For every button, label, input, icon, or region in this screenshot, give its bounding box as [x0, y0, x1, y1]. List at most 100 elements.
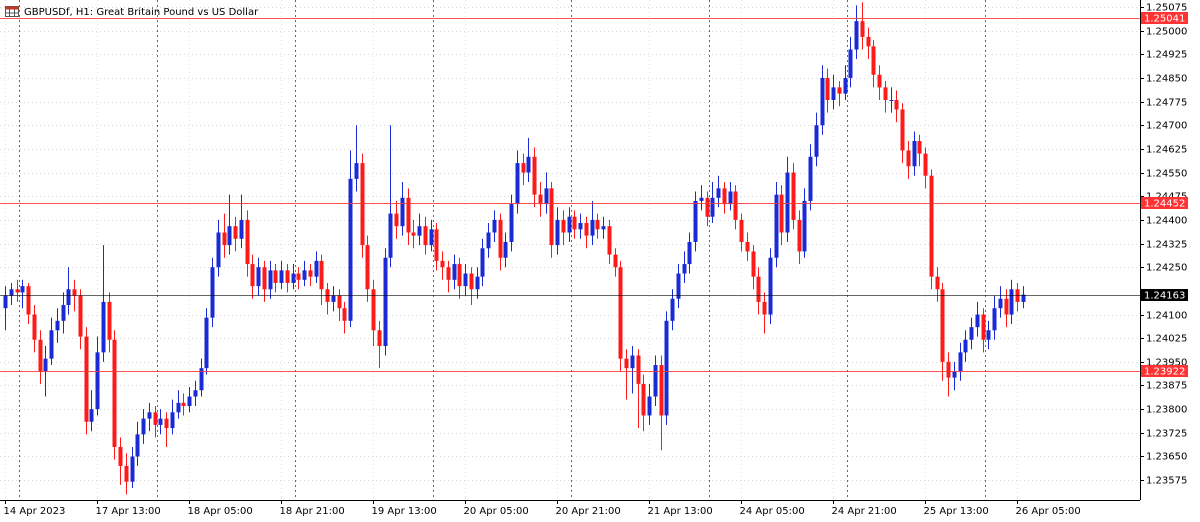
candle-body: [670, 298, 675, 321]
candle-body: [969, 327, 974, 340]
candle-body: [814, 125, 819, 157]
candle-body: [365, 245, 370, 290]
candle-body: [940, 289, 945, 362]
candle-body: [871, 46, 876, 75]
candle-body: [72, 289, 77, 296]
candle-body: [440, 260, 445, 268]
candle-body: [653, 364, 658, 397]
x-tick-label: 25 Apr 13:00: [924, 506, 989, 517]
candle-body: [883, 87, 888, 100]
candle-body: [958, 352, 963, 372]
candle-body: [630, 355, 635, 369]
candle-body: [279, 270, 284, 283]
candle-body: [245, 219, 250, 265]
candle-body: [624, 358, 629, 369]
candle-body: [756, 276, 761, 302]
candle-body: [590, 219, 595, 236]
y-tick-label: 1.24250: [1146, 263, 1187, 274]
level-label-box: [1141, 365, 1188, 377]
candle-body: [210, 267, 215, 318]
candle-body: [843, 77, 848, 94]
candle-body: [429, 229, 434, 246]
candle-body: [607, 226, 612, 255]
candle-body: [227, 226, 232, 246]
candle-body: [262, 267, 267, 290]
x-tick-label: 17 Apr 13:00: [96, 506, 161, 517]
candle-body: [647, 396, 652, 416]
candle-body: [636, 355, 641, 384]
y-tick-label: 1.25000: [1146, 27, 1187, 38]
candle-body: [492, 219, 497, 233]
candle-body: [480, 248, 485, 277]
candle-body: [825, 77, 830, 100]
candle-body: [820, 77, 825, 126]
candle-body: [3, 295, 8, 309]
candle-body: [273, 270, 278, 283]
candle-body: [894, 100, 899, 110]
candle-body: [561, 219, 566, 233]
candle-body: [503, 241, 508, 258]
candle-body: [848, 49, 853, 78]
candle-body: [762, 301, 767, 315]
candle-body: [549, 188, 554, 246]
candle-body: [992, 308, 997, 331]
candle-body: [176, 402, 181, 413]
candle-body: [164, 418, 169, 429]
candle-body: [181, 402, 186, 406]
level-label: 1.25041: [1144, 14, 1185, 25]
candle-body: [831, 87, 836, 100]
candle-body: [659, 364, 664, 416]
candle-body: [26, 286, 31, 315]
candle-body: [78, 295, 83, 337]
y-tick-label: 1.23650: [1146, 452, 1187, 463]
candle-body: [463, 273, 468, 287]
candle-body: [584, 223, 589, 236]
x-tick-label: 20 Apr 05:00: [464, 506, 529, 517]
candle-body: [676, 273, 681, 299]
candle-body: [423, 226, 428, 246]
candle-body: [785, 172, 790, 233]
x-tick-label: 24 Apr 05:00: [740, 506, 805, 517]
y-tick-label: 1.24700: [1146, 121, 1187, 132]
candle-body: [285, 270, 290, 283]
candle-body: [308, 270, 313, 277]
y-tick-label: 1.23875: [1146, 381, 1187, 392]
candle-body: [877, 74, 882, 88]
candle-body: [222, 232, 227, 246]
candle-body: [20, 286, 25, 293]
candle-body: [124, 465, 129, 482]
x-tick-label: 20 Apr 21:00: [556, 506, 621, 517]
candle-body: [377, 330, 382, 347]
icon-header: [5, 6, 19, 10]
candle-body: [360, 163, 365, 246]
candle-body: [302, 270, 307, 280]
candle-body: [193, 390, 198, 397]
candle-body: [216, 232, 221, 268]
candle-body: [509, 204, 514, 242]
candle-body: [38, 339, 43, 372]
candle-body: [268, 270, 273, 290]
candle-body: [774, 194, 779, 258]
candle-body: [699, 197, 704, 201]
level-label: 1.24163: [1144, 291, 1185, 302]
candle-body: [61, 305, 66, 321]
candle-body: [802, 200, 807, 252]
candle-body: [101, 301, 106, 353]
candle-body: [469, 273, 474, 290]
candle-body: [544, 188, 549, 205]
candle-body: [147, 412, 152, 419]
candle-body: [112, 339, 117, 448]
candle-body: [130, 456, 135, 482]
candle-body: [998, 298, 1003, 309]
y-tick-label: 1.24025: [1146, 334, 1187, 345]
y-tick-label: 1.24400: [1146, 216, 1187, 227]
candle-body: [946, 361, 951, 378]
candle-body: [170, 412, 175, 429]
candle-body: [923, 153, 928, 176]
candle-body: [716, 188, 721, 198]
candle-body: [986, 330, 991, 340]
candle-body: [135, 434, 140, 457]
candle-body: [595, 219, 600, 230]
candle-body: [406, 197, 411, 233]
symbol-icon: [5, 6, 19, 17]
